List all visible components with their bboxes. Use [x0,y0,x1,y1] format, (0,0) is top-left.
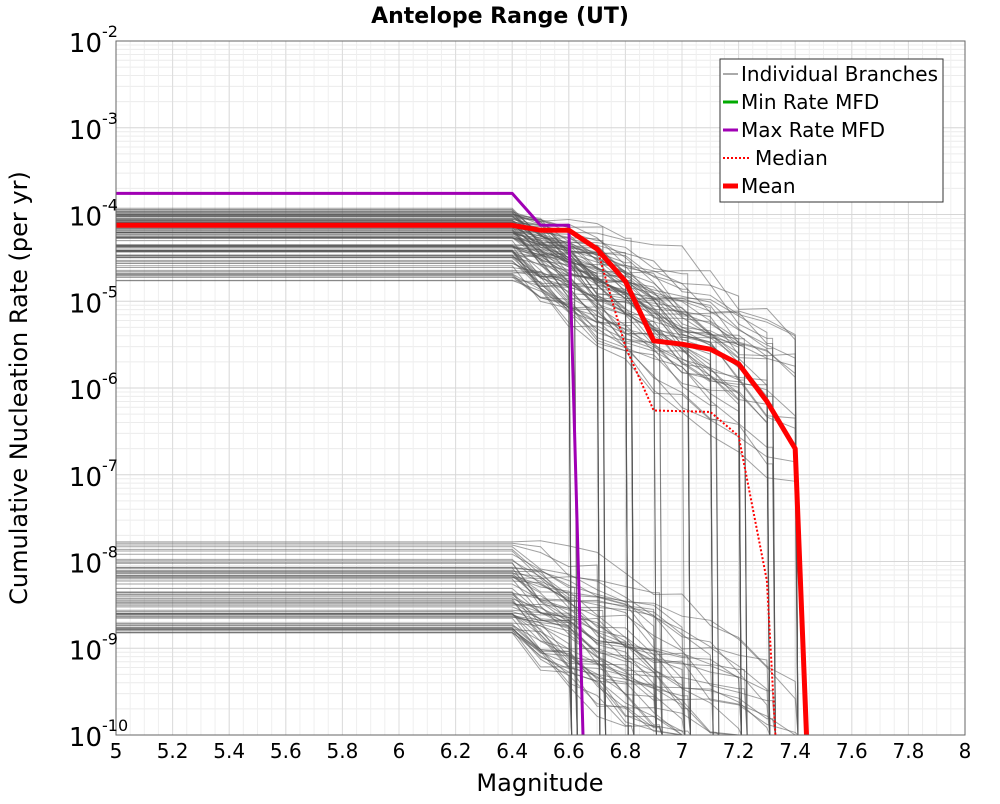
legend-label: Individual Branches [741,62,938,86]
branch-line [116,567,657,736]
y-tick-label-base: 10 [69,723,102,753]
y-tick-label-exponent: -4 [102,196,118,215]
branch-line [116,629,686,736]
x-tick-label: 6.8 [609,739,641,763]
branch-line [116,609,573,736]
branch-line [116,571,686,736]
x-tick-label: 8 [959,739,972,763]
branch-line [116,583,663,736]
y-tick-label-exponent: -8 [102,543,118,562]
legend-label: Max Rate MFD [741,118,885,142]
branch-line [116,544,601,736]
branch-line [116,598,799,736]
x-axis-label: Magnitude [476,769,603,797]
branch-line [116,542,771,736]
x-tick-label: 6 [393,739,406,763]
branch-line [116,540,799,736]
y-axis-label: Cumulative Nucleation Rate (per yr) [5,171,33,605]
branch-line [116,613,657,736]
x-tick-label: 7.2 [723,739,755,763]
axis-layer: 5 5.2 5.4 5.6 5.8 6 6.2 6.4 6.6 6.8 7 7.2 7.4 7.6 7.8 8… [69,22,971,763]
chart-title: Antelope Range (UT) [371,4,629,29]
legend-label: Mean [741,174,796,198]
legend-box [719,58,944,203]
x-tick-label: 6.2 [440,739,472,763]
x-tick-label: 7.8 [892,739,924,763]
y-tick-label-exponent: -2 [102,22,118,41]
y-tick-label-base: 10 [69,550,102,580]
y-tick-label-exponent: -10 [102,716,128,735]
x-tick-label: 5.4 [213,739,245,763]
branch-line [116,613,663,736]
y-tick-label-base: 10 [69,463,102,493]
branch-line [116,209,799,736]
branch-line [116,560,748,736]
branch-line [116,276,771,736]
y-tick-label-exponent: -6 [102,369,118,388]
y-tick-label-base: 10 [69,203,102,233]
branch-line [116,271,573,736]
legend-label: Median [755,146,828,170]
y-tick-label-base: 10 [69,289,102,319]
x-tick-label: 5.6 [270,739,302,763]
branch-line [116,612,686,736]
branch-line [116,231,799,736]
branch-line [116,260,720,736]
branch-line [116,616,663,736]
max-rate-mfd-series-line [116,191,585,736]
x-tick-label: 6.6 [553,739,585,763]
x-tick-label: 7.6 [836,739,868,763]
branch-line [116,566,776,736]
branch-line [116,594,657,736]
branch-line [116,570,657,736]
y-tick-label-exponent: -3 [102,109,118,128]
x-tick-label: 7 [676,739,689,763]
branch-line [116,546,799,736]
branch-line [116,576,663,736]
legend-label: Min Rate MFD [741,90,879,114]
branch-line [116,598,691,736]
branch-line [116,207,799,736]
y-tick-label-base: 10 [69,116,102,146]
branch-line [116,251,776,736]
x-tick-label: 5 [110,739,123,763]
legend: Individual Branches Min Rate MFD Max Rate … [719,58,944,203]
y-tick-label-base: 10 [69,636,102,666]
x-tick-label: 5.2 [157,739,189,763]
y-tick-label-base: 10 [69,29,102,59]
branch-line [116,592,742,736]
plot-frame [115,40,966,736]
branch-line [116,580,657,736]
y-tick-label-exponent: -5 [102,282,118,301]
branch-line [116,562,686,736]
branch-line [116,232,635,736]
branch-line [116,249,635,736]
branch-line [116,231,771,736]
branch-line [116,245,635,736]
individual-branches-layer [116,207,799,736]
y-tick-label-exponent: -7 [102,456,118,475]
y-tick-label-exponent: -9 [102,629,118,648]
x-tick-label: 7.4 [779,739,811,763]
branch-line [116,244,578,736]
series-layer [116,191,809,736]
x-tick-label: 5.8 [326,739,358,763]
branch-line [116,232,776,736]
branch-line [116,273,714,736]
branch-line [116,578,686,736]
x-tick-label: 6.4 [496,739,528,763]
branch-line [116,245,601,736]
branch-line [116,591,635,736]
y-tick-label-base: 10 [69,376,102,406]
branch-line [116,226,691,736]
branch-line [116,257,635,736]
mean-series-line [116,222,809,736]
